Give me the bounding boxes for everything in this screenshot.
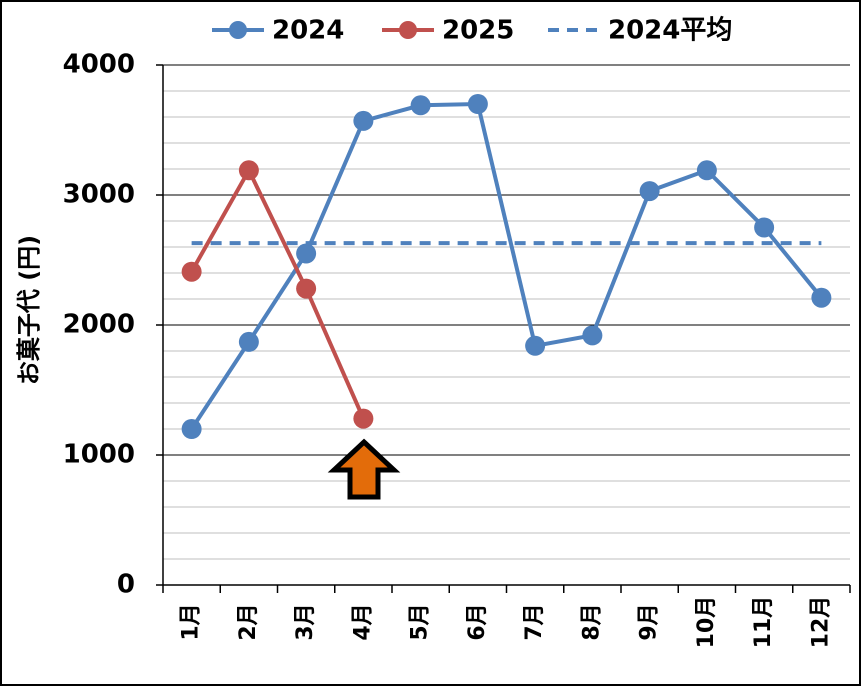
legend-label: 2024 — [272, 16, 344, 46]
data-point — [582, 325, 603, 346]
legend-label: 2024平均 — [608, 16, 732, 46]
x-tick-label: 7月 — [522, 603, 547, 640]
y-axis-label: お菓子代 (円) — [15, 235, 43, 385]
data-point — [525, 335, 546, 356]
x-tick-label: 9月 — [637, 603, 662, 640]
data-point — [296, 243, 317, 264]
data-point — [181, 261, 202, 282]
x-tick-label: 3月 — [293, 603, 318, 640]
arrow — [327, 438, 401, 500]
data-point — [696, 160, 717, 181]
y-tick-label: 3000 — [63, 180, 135, 210]
data-point — [639, 181, 660, 202]
x-tick-label: 8月 — [579, 603, 604, 640]
x-tick-label: 1月 — [179, 603, 204, 640]
data-point — [181, 419, 202, 439]
x-tick-label: 5月 — [408, 603, 433, 640]
series-line — [189, 165, 366, 420]
data-point — [754, 217, 775, 238]
y-tick-label: 1000 — [63, 440, 135, 470]
x-tick-label: 6月 — [465, 603, 490, 640]
legend-label: 2025 — [442, 16, 514, 46]
y-tick-label: 0 — [117, 570, 135, 600]
x-tick-label: 2月 — [236, 603, 261, 640]
data-point — [467, 94, 488, 114]
y-tick-label: 4000 — [63, 50, 135, 80]
data-point — [353, 408, 374, 429]
data-point — [811, 287, 832, 308]
legend-marker — [229, 21, 247, 39]
data-point — [296, 278, 317, 299]
data-point — [353, 110, 374, 131]
data-point — [410, 95, 431, 116]
x-tick-label: 11月 — [751, 596, 776, 649]
x-tick-label: 12月 — [808, 596, 833, 649]
data-point — [238, 331, 259, 352]
x-tick-label: 10月 — [694, 596, 719, 649]
y-tick-label: 2000 — [63, 310, 135, 340]
x-tick-label: 4月 — [350, 603, 375, 640]
data-point — [238, 160, 259, 181]
legend-marker — [399, 21, 417, 39]
